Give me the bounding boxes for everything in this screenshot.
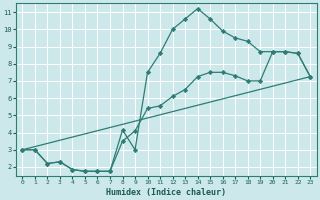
X-axis label: Humidex (Indice chaleur): Humidex (Indice chaleur) [106, 188, 226, 197]
